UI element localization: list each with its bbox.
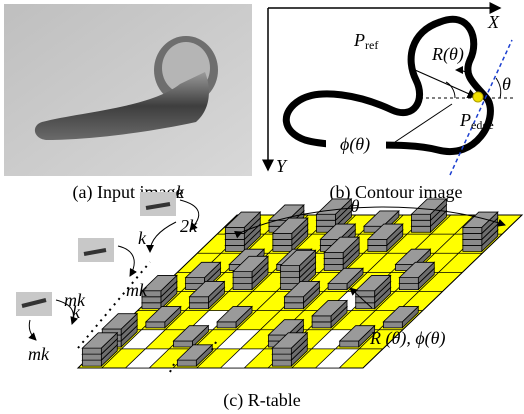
box-front bbox=[233, 284, 252, 290]
box-front bbox=[324, 252, 343, 258]
box-front bbox=[225, 239, 244, 245]
subscript: ref bbox=[365, 38, 378, 52]
subscript: edge bbox=[471, 118, 494, 132]
math-label: R(θ) bbox=[431, 44, 464, 65]
box-front bbox=[368, 239, 387, 245]
box-front bbox=[281, 266, 300, 272]
box-front bbox=[328, 284, 347, 290]
box-front bbox=[189, 297, 208, 303]
step-label: mk bbox=[28, 344, 50, 364]
box-front bbox=[273, 239, 292, 245]
box-front bbox=[281, 278, 300, 284]
box-front bbox=[463, 233, 482, 239]
symbol: P bbox=[353, 30, 365, 50]
box-front bbox=[368, 245, 387, 251]
box-front bbox=[281, 272, 300, 278]
contour-image bbox=[268, 8, 515, 175]
axis-label: X bbox=[487, 12, 500, 32]
box-front bbox=[273, 233, 292, 239]
step-label: k bbox=[176, 182, 185, 202]
box-front bbox=[411, 220, 430, 226]
math-label: θ bbox=[502, 74, 511, 94]
box-front bbox=[411, 214, 430, 220]
box-front bbox=[324, 258, 343, 264]
box-front bbox=[272, 360, 291, 366]
math-label: R (θ), ϕ(θ) bbox=[369, 328, 445, 349]
step-label: k bbox=[138, 228, 147, 248]
box-front bbox=[82, 348, 101, 354]
box-front bbox=[173, 341, 192, 347]
axis-label: Y bbox=[276, 156, 288, 176]
box-front bbox=[383, 322, 402, 328]
box-front bbox=[146, 322, 165, 328]
box-front bbox=[273, 245, 292, 251]
box-front bbox=[316, 220, 335, 226]
box-front bbox=[177, 360, 196, 366]
box-front bbox=[233, 272, 252, 278]
step-label: mk bbox=[64, 290, 86, 310]
math-label: θ bbox=[351, 196, 360, 216]
box-front bbox=[225, 227, 244, 233]
box-front bbox=[272, 354, 291, 360]
step-label: mk bbox=[126, 280, 148, 300]
box-front bbox=[225, 233, 244, 239]
box-front bbox=[225, 245, 244, 251]
box-front bbox=[142, 303, 161, 309]
box-front bbox=[411, 226, 430, 232]
box-front bbox=[272, 348, 291, 354]
box-front bbox=[312, 316, 331, 322]
math-label: ϕ(θ) bbox=[340, 134, 370, 155]
box-front bbox=[324, 264, 343, 270]
box-front bbox=[463, 239, 482, 245]
box-front bbox=[463, 245, 482, 251]
box-front bbox=[316, 214, 335, 220]
box-front bbox=[312, 322, 331, 328]
box-front bbox=[284, 297, 303, 303]
box-front bbox=[284, 303, 303, 309]
step-label: 2k bbox=[180, 216, 198, 236]
box-front bbox=[399, 278, 418, 284]
box-front bbox=[82, 360, 101, 366]
box-front bbox=[186, 278, 205, 284]
box-front bbox=[82, 354, 101, 360]
box-front bbox=[340, 341, 359, 347]
box-front bbox=[233, 278, 252, 284]
box-front bbox=[399, 284, 418, 290]
caption: (c) R-table bbox=[223, 390, 300, 411]
figure: (a) Input image X Y Pref R(θ) θ ϕ(θ) Ped… bbox=[0, 0, 524, 414]
box-front bbox=[463, 227, 482, 233]
box-front bbox=[189, 303, 208, 309]
symbol: P bbox=[459, 110, 471, 130]
input-image bbox=[4, 4, 252, 176]
box-front bbox=[217, 322, 236, 328]
